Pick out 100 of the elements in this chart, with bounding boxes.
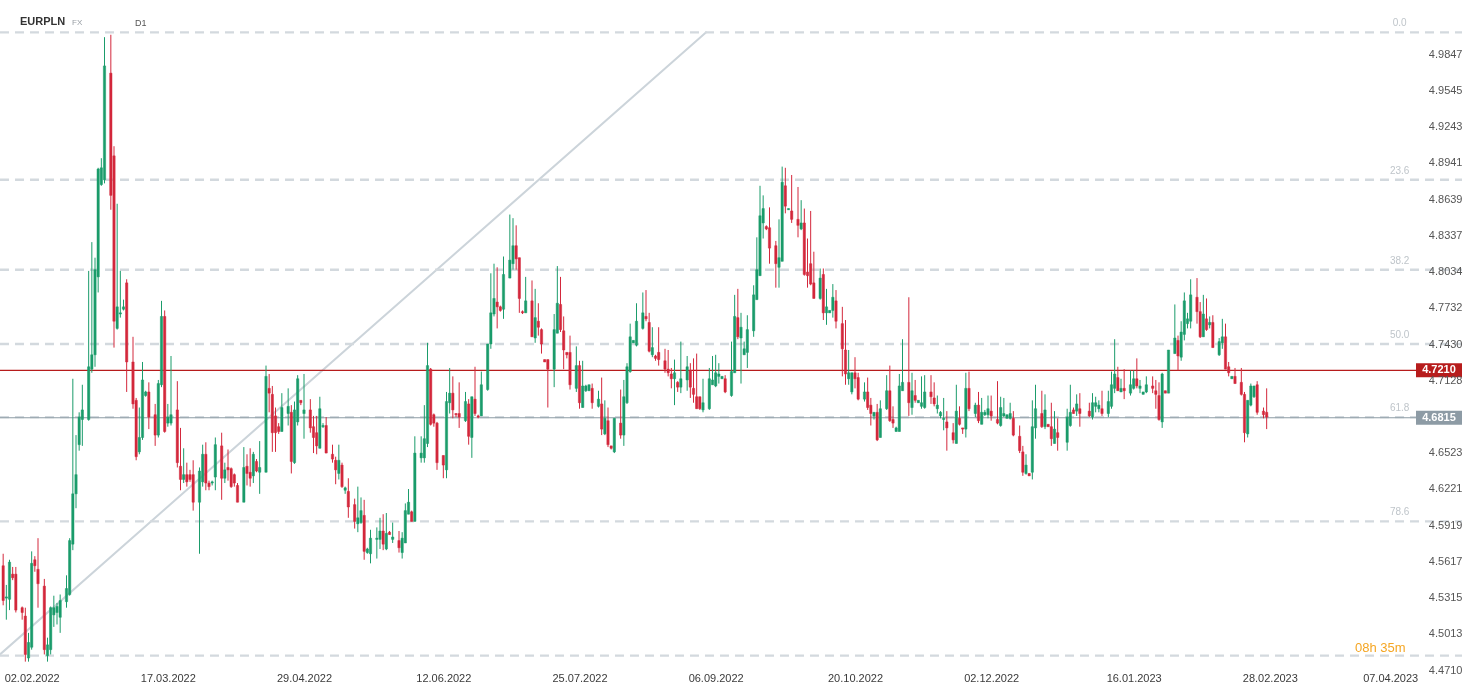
candlestick: [343, 486, 347, 495]
candlestick: [242, 446, 246, 503]
candlestick: [875, 403, 879, 442]
candlestick: [945, 410, 949, 452]
candlestick: [1167, 349, 1170, 394]
y-tick-label: 4.8337: [1428, 228, 1463, 241]
candlestick: [736, 288, 740, 340]
x-tick-label: 02.02.2022: [4, 671, 60, 684]
annotation: 08h 35m: [1355, 640, 1406, 655]
candlestick: [1135, 357, 1139, 389]
candlestick: [1163, 390, 1167, 394]
candlestick: [457, 381, 461, 429]
candlestick: [818, 267, 822, 301]
candlestick: [286, 387, 290, 427]
annotation: 61.8: [1389, 402, 1410, 414]
y-tick-label: 4.5617: [1428, 554, 1463, 567]
y-tick-label: 4.9847: [1428, 47, 1463, 60]
candlestick: [1078, 392, 1082, 428]
candlestick: [508, 214, 512, 279]
candlestick: [381, 513, 385, 551]
x-tick-label: 25.07.2022: [552, 671, 608, 684]
candlestick: [451, 375, 455, 419]
candlestick: [1087, 402, 1091, 418]
candlestick: [647, 312, 651, 353]
y-tick-label: 4.8941: [1428, 156, 1463, 169]
candlestick: [1255, 380, 1259, 416]
candlestick: [302, 373, 306, 440]
y-tick-label: 4.7732: [1428, 301, 1463, 314]
y-tick-label: 4.6523: [1428, 446, 1463, 459]
candlestick: [641, 291, 645, 331]
candlestick: [590, 383, 594, 410]
y-tick-label: 4.7128: [1428, 373, 1463, 386]
annotation: 23.6: [1389, 164, 1410, 176]
y-tick-label: 4.5315: [1428, 591, 1463, 604]
annotation: 38.2: [1389, 254, 1410, 266]
candlestick: [935, 395, 939, 415]
candlestick: [223, 462, 227, 484]
candlestick: [1027, 472, 1031, 477]
x-tick-label: 17.03.2022: [140, 671, 196, 684]
candlestick: [1, 553, 5, 606]
candlestick: [153, 403, 157, 447]
y-tick-label: 4.6221: [1428, 482, 1463, 495]
candlestick: [495, 266, 499, 329]
annotation: D1: [135, 18, 147, 28]
x-tick-label: 06.09.2022: [688, 671, 744, 684]
candlestick: [204, 441, 208, 491]
annotation: 50.0: [1389, 329, 1410, 340]
candlestick: [787, 208, 790, 211]
candlestick: [920, 375, 923, 410]
y-tick-label: 4.9243: [1428, 120, 1463, 133]
candlestick: [723, 374, 727, 394]
candlestick: [280, 392, 284, 432]
y-tick-label: 4.8034: [1428, 265, 1463, 278]
candlestick: [147, 381, 151, 430]
y-tick-label: 4.9545: [1428, 84, 1463, 96]
candlestick: [1122, 368, 1126, 400]
candlestick: [318, 396, 322, 449]
candlestick: [679, 341, 683, 394]
ref-line-label: 4.7210: [1422, 363, 1456, 376]
candlestick: [964, 372, 968, 438]
candlestick: [299, 399, 303, 406]
candlestick: [1211, 314, 1215, 349]
candlestick: [546, 359, 550, 409]
candlestick: [774, 240, 778, 289]
text: EURPLN: [20, 15, 66, 27]
candlestick: [391, 522, 395, 544]
x-tick-label: 20.10.2022: [827, 671, 884, 684]
x-tick-label: 29.04.2022: [276, 671, 333, 684]
candlestick: [248, 447, 252, 488]
candlestick: [362, 499, 366, 561]
candlestick: [996, 380, 999, 425]
y-tick-label: 4.5919: [1428, 518, 1463, 531]
ref-line-label: 4.6815: [1422, 410, 1456, 423]
candlestick: [951, 422, 955, 444]
candlestick: [799, 199, 803, 231]
y-tick-label: 4.5013: [1428, 627, 1463, 640]
candlestick: [1097, 399, 1101, 413]
candlestick: [1072, 407, 1075, 415]
candlestick: [58, 594, 62, 634]
text: FX: [72, 18, 83, 27]
x-tick-label: 28.02.2023: [1242, 671, 1298, 684]
candlestick: [191, 459, 195, 512]
candlestick: [961, 427, 965, 435]
candlestick: [413, 435, 417, 522]
candlestick: [1160, 372, 1164, 429]
x-tick-label: 02.12.2022: [964, 671, 1020, 684]
y-tick-label: 4.4710: [1428, 663, 1463, 676]
x-tick-label: 12.06.2022: [416, 671, 472, 684]
x-tick-label: 07.04.2023: [1363, 671, 1419, 684]
y-tick-label: 4.8639: [1428, 192, 1463, 205]
annotation: 0.0: [1392, 17, 1408, 29]
y-tick-label: 4.7430: [1428, 337, 1463, 350]
x-tick-label: 16.01.2023: [1106, 671, 1162, 684]
candlestick: [324, 416, 328, 454]
candlestick: [989, 395, 993, 422]
candlestick: [685, 355, 689, 392]
annotation: 78.6: [1389, 506, 1410, 518]
candlestick: [14, 566, 18, 613]
candlestick: [115, 203, 119, 331]
candlestick: [1008, 402, 1012, 421]
